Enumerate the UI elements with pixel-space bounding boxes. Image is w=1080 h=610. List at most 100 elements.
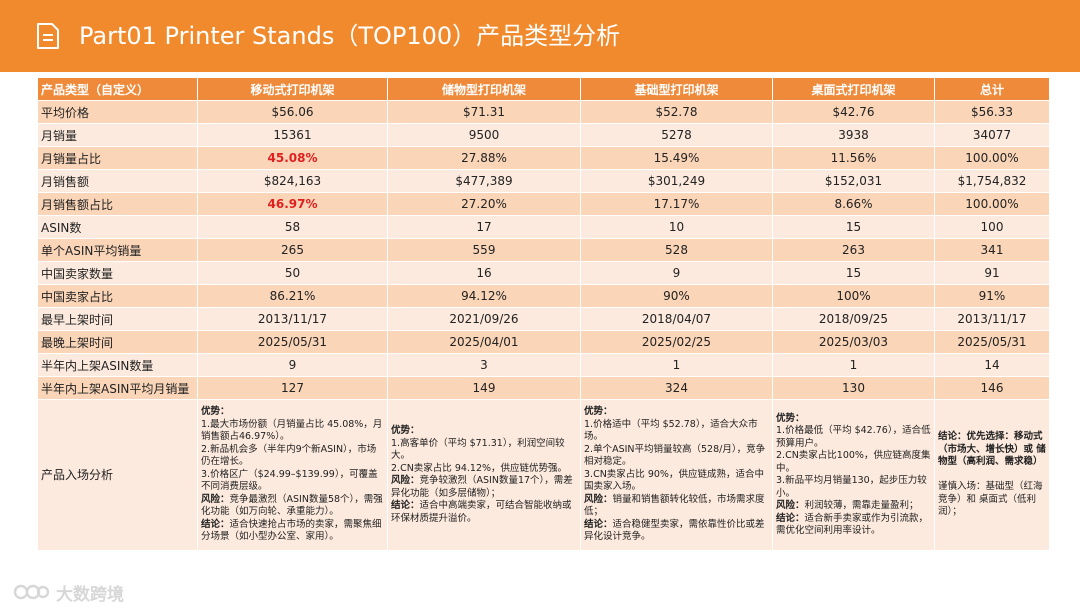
analysis-text: 利润较薄，需靠走量盈利；	[804, 500, 919, 511]
table-cell: 10	[580, 215, 773, 239]
table-cell: 127	[197, 376, 388, 400]
table-cell: 17.17%	[580, 192, 773, 216]
table-row: 月销量 15361 9500 5278 3938 34077	[37, 123, 1050, 147]
watermark: 大数跨境	[12, 577, 124, 607]
table-cell: 9	[580, 261, 773, 285]
table-row: 月销售额 $824,163 $477,389 $301,249 $152,031 $1,7…	[37, 169, 1050, 193]
analysis-keyword: 结论：	[584, 518, 613, 530]
analysis-text: 谨慎入场：基础型（红海竞争）和 桌面式（低利润）；	[938, 481, 1043, 518]
table-row: 平均价格 $56.06 $71.31 $52.78 $42.76 $56.33	[37, 100, 1050, 124]
table-cell: $56.33	[934, 100, 1050, 124]
analysis-paragraph: 3.新品平均月销量130，起步压力较小。	[776, 475, 931, 500]
table-cell: 90%	[580, 284, 773, 308]
table-cell: 2025/05/31	[934, 330, 1050, 354]
column-header: 产品类型（自定义）	[37, 77, 198, 101]
row-label: 月销量	[37, 123, 198, 147]
row-label: 产品入场分析	[37, 399, 198, 551]
table-cell: 3	[387, 353, 581, 377]
analysis-keyword: 结论：	[938, 431, 967, 443]
row-label: 最晚上架时间	[37, 330, 198, 354]
analysis-cell: 优势： 1.最大市场份额（月销量占比 45.08%，月销售额占46.97%）。 2.…	[197, 399, 388, 551]
table-cell: 2025/05/31	[197, 330, 388, 354]
analysis-paragraph: 1.价格适中（平均 $52.78），适合大众市场。	[584, 419, 769, 444]
analysis-paragraph: 风险：竞争最激烈（ASIN数量58个），需强化功能（如万向轮、承重能力）。	[201, 494, 384, 519]
analysis-paragraph: 结论：优先选择：移动式（市场大、增长快）或 储物型（高利润、需求稳）	[938, 431, 1046, 469]
table-cell: 15.49%	[580, 146, 773, 170]
analysis-keyword: 结论：	[391, 500, 420, 511]
table-cell: 15	[772, 261, 935, 285]
table-header-row: 产品类型（自定义） 移动式打印机架 储物型打印机架 基础型打印机架 桌面式打印机架 总计	[37, 77, 1050, 101]
analysis-cell: 结论：优先选择：移动式（市场大、增长快）或 储物型（高利润、需求稳） 谨慎入场：…	[934, 399, 1050, 551]
row-label: 中国卖家占比	[37, 284, 198, 308]
table-cell: 16	[387, 261, 581, 285]
column-header: 基础型打印机架	[580, 77, 773, 101]
document-icon	[37, 23, 59, 49]
table-row: 最早上架时间 2013/11/17 2021/09/26 2018/04/07 2018…	[37, 307, 1050, 331]
table-row: 半年内上架ASIN平均月销量 127 149 324 130 146	[37, 376, 1050, 400]
analysis-text: 适合新手卖家或作为引流款，需优化空间利用率设计。	[776, 512, 929, 537]
analysis-paragraph: 风险：销量和销售额转化较低，市场需求度低；	[584, 494, 769, 519]
table-cell: $824,163	[197, 169, 388, 193]
analysis-paragraph: 结论：适合快速抢占市场的卖家，需聚焦细分场景（如小型办公室、家用）。	[201, 519, 384, 544]
analysis-text: 1.价格最低（平均 $42.76），适合低预算用户。	[776, 425, 931, 449]
row-label: 单个ASIN平均销量	[37, 238, 198, 262]
analysis-paragraph: 2.新品机会多（半年内9个新ASIN），市场仍在增长。	[201, 444, 384, 469]
table-cell: $56.06	[197, 100, 388, 124]
watermark-text: 大数跨境	[56, 584, 124, 605]
table-cell: 2025/04/01	[387, 330, 581, 354]
analysis-keyword: 优势：	[584, 406, 613, 418]
analysis-paragraph: 风险：竞争较激烈（ASIN数量17个），需差异化功能（如多层储物）；	[391, 475, 577, 500]
table-cell: 50	[197, 261, 388, 285]
analysis-text: 适合中高端卖家，可结合智能收纳或环保材质提升溢价。	[391, 500, 572, 524]
analysis-text: 竞争最激烈（ASIN数量58个），需强化功能（如万向轮、承重能力）。	[201, 493, 383, 518]
analysis-paragraph: 风险：利润较薄，需靠走量盈利；	[776, 500, 931, 513]
table-cell: $71.31	[387, 100, 581, 124]
analysis-text: 2.CN卖家占比100%，供应链高度集中。	[776, 450, 931, 474]
analysis-text: 2.新品机会多（半年内9个新ASIN），市场仍在增长。	[201, 443, 377, 468]
table-cell: 91%	[934, 284, 1050, 308]
table-cell: 265	[197, 238, 388, 262]
table-cell: $301,249	[580, 169, 773, 193]
column-header: 总计	[934, 77, 1050, 101]
analysis-paragraph: 结论：适合中高端卖家，可结合智能收纳或环保材质提升溢价。	[391, 500, 577, 525]
product-type-table: 产品类型（自定义） 移动式打印机架 储物型打印机架 基础型打印机架 桌面式打印机架 总计 …	[37, 77, 1050, 551]
table-row: 月销售额占比 46.97% 27.20% 17.17% 8.66% 100.00%	[37, 192, 1050, 216]
analysis-keyword: 优势：	[776, 412, 805, 424]
table-row: 中国卖家占比 86.21% 94.12% 90% 100% 91%	[37, 284, 1050, 308]
table-cell: 2013/11/17	[197, 307, 388, 331]
table-cell: 3938	[772, 123, 935, 147]
table-cell: 91	[934, 261, 1050, 285]
table-row: 最晚上架时间 2025/05/31 2025/04/01 2025/02/25 2025…	[37, 330, 1050, 354]
row-label: 最早上架时间	[37, 307, 198, 331]
analysis-paragraph: 3.价格区广（$24.99–$139.99），可覆盖不同消费层级。	[201, 469, 384, 494]
table-cell: 8.66%	[772, 192, 935, 216]
analysis-text: 销量和销售额转化较低，市场需求度低；	[584, 493, 765, 518]
table-cell: 263	[772, 238, 935, 262]
analysis-paragraph: 谨慎入场：基础型（红海竞争）和 桌面式（低利润）；	[938, 481, 1046, 519]
column-header: 移动式打印机架	[197, 77, 388, 101]
page-title: Part01 Printer Stands（TOP100）产品类型分析	[79, 22, 621, 50]
table-cell: 34077	[934, 123, 1050, 147]
analysis-keyword: 优势：	[391, 425, 420, 436]
table-cell: 100.00%	[934, 146, 1050, 170]
analysis-text: 竞争较激烈（ASIN数量17个），需差异化功能（如多层储物）；	[391, 475, 573, 499]
analysis-text: 2.CN卖家占比 94.12%，供应链优势强。	[391, 462, 568, 474]
table-cell: 27.20%	[387, 192, 581, 216]
row-label: 中国卖家数量	[37, 261, 198, 285]
analysis-keyword: 结论：	[776, 512, 805, 524]
analysis-paragraph: 优势：	[584, 406, 769, 419]
analysis-row: 产品入场分析 优势： 1.最大市场份额（月销量占比 45.08%，月销售额占46.9…	[37, 399, 1050, 551]
analysis-paragraph: 2.CN卖家占比 94.12%，供应链优势强。	[391, 463, 577, 476]
table-row: 中国卖家数量 50 16 9 15 91	[37, 261, 1050, 285]
analysis-text: 适合快速抢占市场的卖家，需聚焦细分场景（如小型办公室、家用）。	[201, 518, 382, 543]
table-cell: 17	[387, 215, 581, 239]
brand-logo-icon	[13, 584, 50, 600]
analysis-paragraph: 1.价格最低（平均 $42.76），适合低预算用户。	[776, 425, 931, 450]
column-header: 桌面式打印机架	[772, 77, 935, 101]
analysis-text: 1.高客单价（平均 $71.31），利润空间较大。	[391, 437, 565, 462]
analysis-text: 3.价格区广（$24.99–$139.99），可覆盖不同消费层级。	[201, 468, 378, 493]
analysis-paragraph	[938, 469, 1046, 482]
analysis-keyword: 风险：	[584, 493, 613, 505]
table-cell: 2013/11/17	[934, 307, 1050, 331]
table-cell: 5278	[580, 123, 773, 147]
